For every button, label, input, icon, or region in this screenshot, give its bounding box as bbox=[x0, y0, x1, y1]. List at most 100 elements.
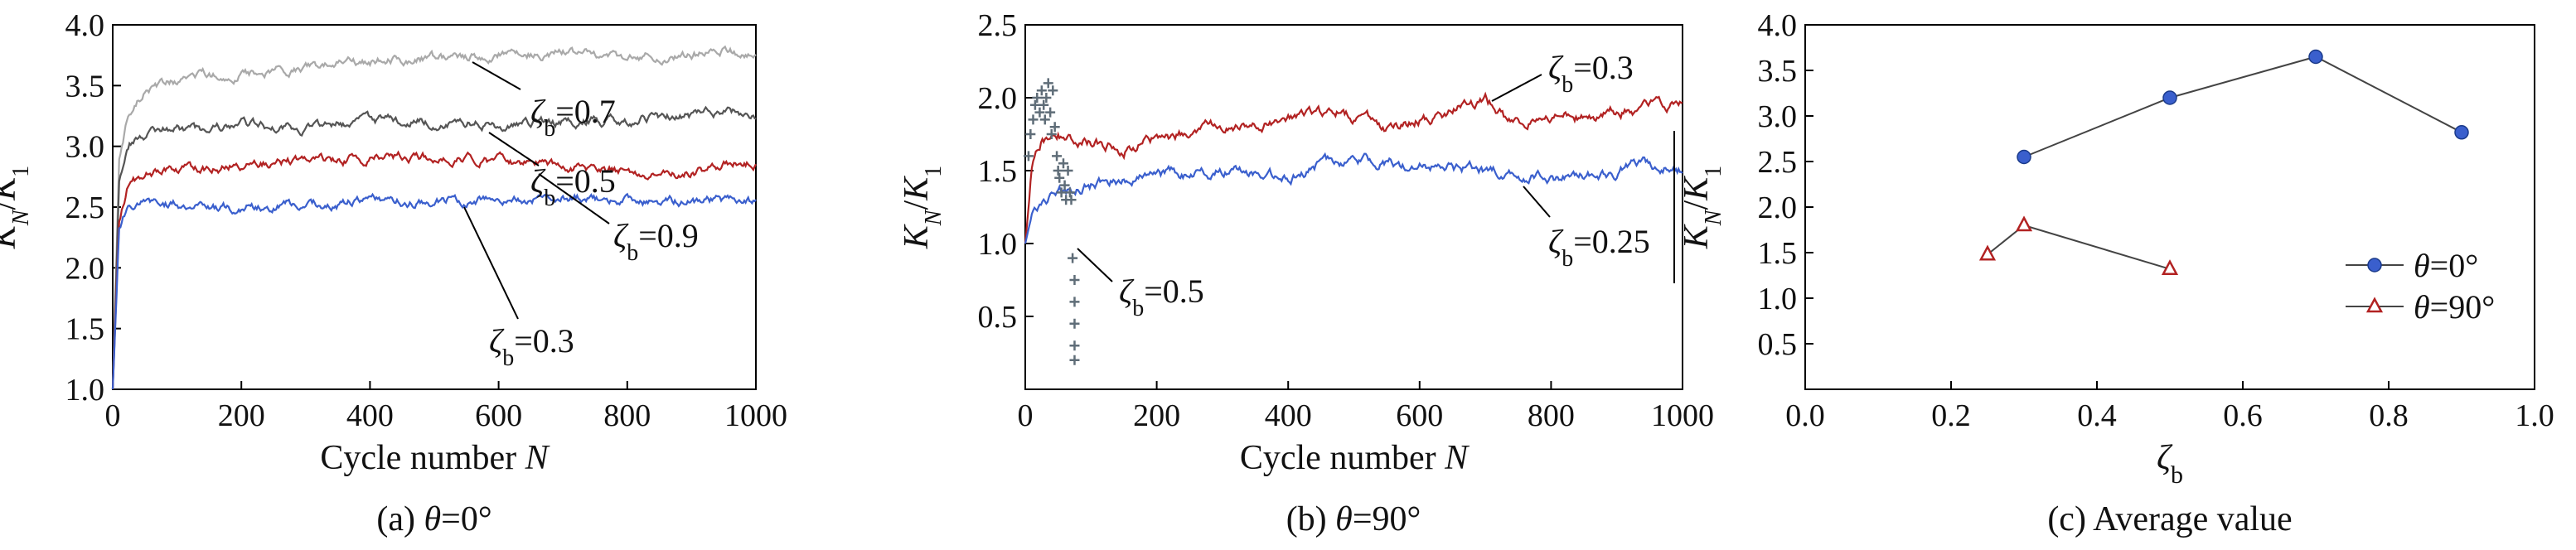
data-point bbox=[2017, 149, 2031, 165]
x-tick-label: 800 bbox=[1528, 398, 1575, 433]
y-tick-label: 2.0 bbox=[978, 81, 1018, 116]
scatter-point bbox=[1063, 166, 1073, 176]
scatter-point bbox=[1039, 114, 1050, 125]
data-point bbox=[2015, 215, 2033, 232]
series-line bbox=[1987, 224, 2171, 270]
data-point bbox=[2454, 125, 2469, 140]
x-axis-label: Cycle number N bbox=[320, 439, 550, 477]
y-tick-label: 2.5 bbox=[65, 191, 105, 225]
annotation-leader bbox=[472, 61, 521, 90]
x-tick-label: 0 bbox=[105, 398, 121, 433]
scatter-point bbox=[1059, 180, 1070, 191]
annotation-leader bbox=[1523, 186, 1551, 218]
y-axis-label: KN/K1 bbox=[898, 166, 947, 249]
x-tick-label: 200 bbox=[218, 398, 265, 433]
y-tick-label: 3.5 bbox=[1758, 54, 1798, 89]
annotation-leader bbox=[463, 206, 519, 320]
series-ζb=0.3 bbox=[1024, 91, 1683, 244]
x-axis-label: Cycle number N bbox=[1240, 439, 1470, 477]
scatter-point bbox=[1028, 114, 1039, 125]
y-axis-label: KN/K1 bbox=[1678, 166, 1726, 249]
scatter-point bbox=[1036, 85, 1047, 96]
y-tick-label: 1.0 bbox=[65, 373, 105, 408]
legend-label: θ=90° bbox=[2414, 288, 2495, 326]
x-tick-label: 600 bbox=[475, 398, 522, 433]
plot-frame bbox=[1804, 24, 2535, 390]
scatter-point bbox=[1039, 99, 1049, 110]
series-line bbox=[111, 150, 757, 390]
caption-b: (b) θ=90° bbox=[1286, 500, 1421, 538]
x-tick-label: 400 bbox=[1265, 398, 1312, 433]
scatter-point bbox=[1069, 340, 1080, 351]
x-tick-label: 200 bbox=[1133, 398, 1180, 433]
annotation-label: ζb=0.9 bbox=[613, 217, 699, 266]
y-tick-label: 3.5 bbox=[65, 69, 105, 104]
legend: θ=0° θ=90° bbox=[2346, 247, 2495, 326]
data-point bbox=[1978, 244, 1997, 261]
scatter-point bbox=[1032, 93, 1043, 103]
series-ζb=0.25 bbox=[1024, 152, 1683, 244]
series-ζb=0.9 bbox=[111, 150, 757, 390]
y-tick-label: 4.0 bbox=[1758, 8, 1798, 43]
scatter-point bbox=[1041, 93, 1052, 103]
x-tick-label: 0.0 bbox=[1785, 398, 1825, 433]
annotation-leader bbox=[488, 132, 540, 166]
x-tick-label: 1000 bbox=[1651, 398, 1714, 433]
scatter-point bbox=[1046, 129, 1057, 139]
annotation-label: ζb=0.3 bbox=[1548, 49, 1634, 98]
scatter-point bbox=[1066, 195, 1077, 205]
scatter-point bbox=[1029, 99, 1040, 110]
scatter-point bbox=[1064, 187, 1075, 198]
scatter-point bbox=[1053, 166, 1063, 176]
y-tick-label: 1.5 bbox=[978, 154, 1018, 189]
series-ζb=0.5 bbox=[1023, 78, 1080, 365]
scatter-point bbox=[1049, 122, 1060, 133]
scatter-point bbox=[1069, 275, 1080, 285]
scatter-point bbox=[1023, 151, 1034, 162]
caption-a: (a) θ=0° bbox=[376, 500, 491, 538]
series-line bbox=[1024, 91, 1683, 244]
scatter-point bbox=[1043, 78, 1053, 89]
x-tick-label: 0.2 bbox=[1931, 398, 1971, 433]
legend-marker bbox=[2365, 297, 2384, 313]
caption-c: (c) Average value bbox=[2047, 500, 2292, 538]
y-tick-label: 2.5 bbox=[978, 8, 1018, 43]
annotation-leader bbox=[538, 173, 610, 224]
series-line bbox=[1024, 152, 1683, 244]
series-line bbox=[111, 105, 757, 390]
series-line bbox=[111, 192, 757, 390]
data-point bbox=[2308, 49, 2323, 65]
series-ζb=0.3 bbox=[111, 192, 757, 390]
y-tick-label: 2.0 bbox=[65, 251, 105, 286]
annotation-label: ζb=0.7 bbox=[530, 93, 616, 142]
scatter-point bbox=[1025, 129, 1036, 139]
annotation-label: ζb=0.25 bbox=[1548, 223, 1650, 272]
x-tick-label: 0.6 bbox=[2223, 398, 2263, 433]
scatter-point bbox=[1069, 297, 1080, 307]
data-point bbox=[2161, 259, 2179, 276]
x-tick-label: 600 bbox=[1396, 398, 1443, 433]
plot-frame bbox=[1024, 24, 1683, 390]
series-ζb=0.7 bbox=[111, 45, 757, 390]
annotation-label: ζb=0.3 bbox=[489, 322, 574, 371]
x-tick-label: 0.4 bbox=[2077, 398, 2117, 433]
y-tick-label: 0.5 bbox=[978, 300, 1018, 335]
scatter-point bbox=[1069, 355, 1080, 365]
x-tick-label: 0.8 bbox=[2369, 398, 2409, 433]
x-tick-label: 1.0 bbox=[2515, 398, 2554, 433]
chart-b: 0 200 400 600 800 1000 0.5 1.0 1.5 2.0 2.5 Cycle nu… bbox=[898, 8, 1714, 477]
scatter-point bbox=[1054, 172, 1065, 183]
legend-label: θ=0° bbox=[2414, 247, 2478, 284]
y-tick-label: 0.5 bbox=[1758, 327, 1798, 362]
annotation-label: ζb=0.5 bbox=[1119, 273, 1204, 321]
series-line bbox=[2023, 55, 2462, 158]
y-tick-label: 2.5 bbox=[1758, 145, 1798, 180]
annotation-leader bbox=[1077, 248, 1113, 282]
y-tick-label: 2.0 bbox=[1758, 191, 1798, 225]
scatter-point bbox=[1058, 158, 1068, 169]
y-axis-label: KN/K1 bbox=[0, 166, 34, 249]
y-tick-label: 1.5 bbox=[65, 312, 105, 347]
series-line bbox=[111, 45, 757, 390]
